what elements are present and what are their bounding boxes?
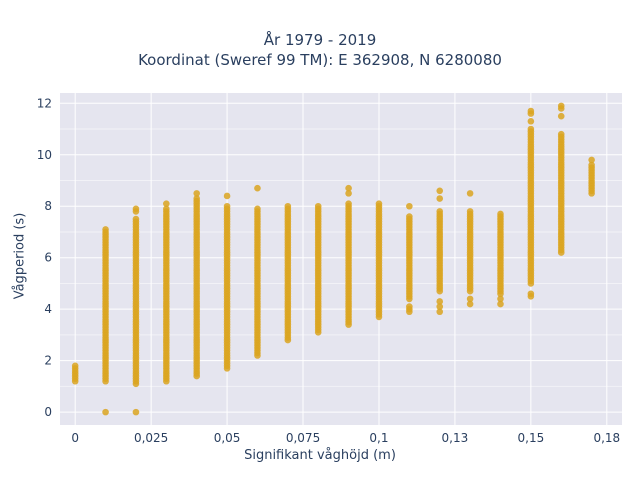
data-point — [406, 303, 413, 310]
data-point — [466, 300, 474, 308]
x-tick-label: 0,18 — [593, 431, 620, 445]
data-point — [345, 190, 352, 197]
data-point — [588, 156, 595, 164]
x-tick-labels: 0 0,025 0,05 0,075 0,1 0,13 0,15 0,18 — [71, 431, 620, 445]
x-tick-label: 0,15 — [518, 431, 545, 445]
data-point — [557, 130, 565, 138]
y-tick-label: 4 — [44, 302, 52, 316]
y-tick-label: 8 — [44, 199, 52, 213]
data-point — [254, 205, 261, 213]
data-point — [132, 408, 140, 416]
y-tick-label: 12 — [37, 96, 52, 110]
chart-title-line-2: Koordinat (Sweref 99 TM): E 362908, N 62… — [138, 51, 502, 69]
data-point — [436, 187, 444, 195]
x-tick-label: 0,05 — [214, 431, 241, 445]
data-points — [71, 102, 595, 416]
data-point — [497, 300, 504, 308]
data-point — [193, 195, 201, 202]
data-point — [314, 202, 322, 210]
data-point — [497, 295, 504, 303]
y-tick-label: 10 — [37, 148, 52, 162]
y-tick-label: 6 — [44, 251, 52, 265]
x-tick-label: 0,13 — [442, 431, 469, 445]
data-point — [466, 190, 474, 197]
data-point — [527, 107, 535, 115]
data-point — [163, 205, 170, 213]
data-point — [436, 303, 444, 310]
data-point — [223, 192, 231, 200]
data-point — [193, 190, 201, 197]
data-point — [284, 202, 292, 210]
data-point — [132, 205, 140, 213]
data-point — [466, 208, 474, 215]
x-tick-label: 0,1 — [369, 431, 388, 445]
data-point — [527, 290, 535, 298]
x-tick-label: 0,025 — [134, 431, 168, 445]
data-point — [254, 184, 261, 192]
data-point — [436, 298, 444, 305]
data-point — [406, 202, 413, 210]
y-tick-label: 0 — [44, 405, 52, 419]
data-point — [497, 210, 504, 218]
data-point — [223, 202, 231, 210]
data-point — [375, 200, 383, 207]
data-point — [345, 184, 352, 192]
x-axis-title: Signifikant våghöjd (m) — [244, 448, 396, 463]
y-tick-label: 2 — [44, 354, 52, 368]
data-point — [345, 200, 352, 207]
x-tick-label: 0 — [71, 431, 79, 445]
data-point — [132, 215, 140, 223]
plot-area — [60, 93, 622, 425]
data-point — [527, 125, 535, 133]
data-point — [163, 200, 170, 207]
data-point — [466, 295, 474, 303]
data-point — [406, 213, 413, 220]
data-point — [557, 112, 565, 120]
data-point — [557, 102, 565, 110]
data-point — [71, 362, 79, 370]
data-point — [527, 118, 535, 125]
chart-title-line-1: År 1979 - 2019 — [263, 31, 377, 49]
x-tick-label: 0,075 — [286, 431, 320, 445]
data-point — [102, 226, 109, 233]
data-point — [436, 208, 444, 215]
y-tick-labels: 0 2 4 6 8 10 12 — [37, 96, 52, 419]
data-point — [436, 195, 444, 202]
y-axis-title: Vågperiod (s) — [12, 212, 28, 300]
data-point — [102, 408, 109, 416]
data-point — [436, 308, 444, 316]
data-point — [588, 161, 595, 169]
data-point — [557, 249, 565, 256]
